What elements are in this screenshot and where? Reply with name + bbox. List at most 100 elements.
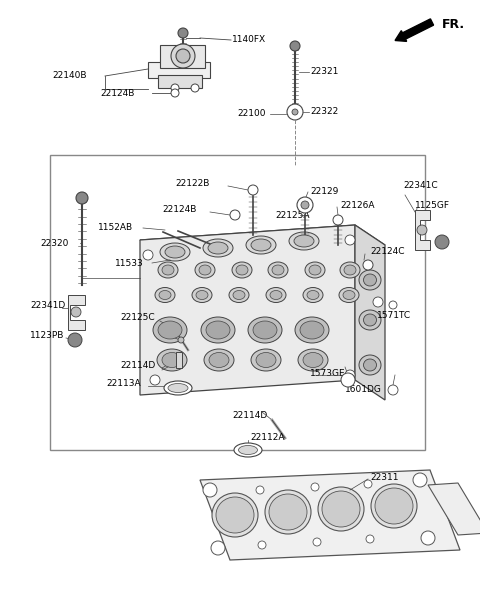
Circle shape [341,373,355,387]
Circle shape [211,541,225,555]
Polygon shape [355,225,385,400]
Ellipse shape [272,265,284,275]
Circle shape [364,480,372,488]
Ellipse shape [229,287,249,303]
Circle shape [150,375,160,385]
Ellipse shape [265,490,311,534]
Ellipse shape [339,287,359,303]
Ellipse shape [158,262,178,278]
Ellipse shape [322,491,360,527]
Ellipse shape [298,349,328,371]
Polygon shape [200,470,460,560]
Circle shape [258,541,266,549]
Text: 1573GE: 1573GE [310,368,346,377]
Polygon shape [140,225,355,395]
Ellipse shape [256,352,276,368]
Ellipse shape [294,235,314,247]
Text: 22124C: 22124C [370,247,405,256]
Circle shape [373,297,383,307]
Ellipse shape [204,349,234,371]
Ellipse shape [236,265,248,275]
Circle shape [178,337,184,343]
Text: 22129: 22129 [310,188,338,197]
Ellipse shape [363,274,376,286]
Ellipse shape [344,265,356,275]
Circle shape [256,486,264,494]
Polygon shape [68,295,85,330]
Ellipse shape [295,317,329,343]
Ellipse shape [196,290,208,300]
Ellipse shape [162,265,174,275]
Ellipse shape [251,349,281,371]
Circle shape [71,307,81,317]
Ellipse shape [359,355,381,375]
Circle shape [143,250,153,260]
Ellipse shape [158,321,182,339]
Ellipse shape [251,239,271,251]
Ellipse shape [206,321,230,339]
Polygon shape [415,210,430,250]
Text: 22125C: 22125C [120,313,155,322]
Text: 22341C: 22341C [403,181,438,190]
Circle shape [435,235,449,249]
Text: 22114D: 22114D [120,361,155,370]
Ellipse shape [164,381,192,395]
Ellipse shape [199,265,211,275]
Ellipse shape [359,270,381,290]
Ellipse shape [363,314,376,326]
Text: 22100: 22100 [237,110,265,119]
Text: FR.: FR. [442,18,465,31]
Ellipse shape [232,262,252,278]
Ellipse shape [153,317,187,343]
Ellipse shape [268,262,288,278]
Bar [176,352,182,368]
Text: 22125A: 22125A [276,210,310,219]
Ellipse shape [239,445,257,455]
Circle shape [171,89,179,97]
Circle shape [345,370,355,380]
Text: 22320: 22320 [40,238,68,247]
Text: 22322: 22322 [310,107,338,116]
Ellipse shape [157,349,187,371]
Circle shape [292,109,298,115]
Ellipse shape [253,321,277,339]
Ellipse shape [233,290,245,300]
Ellipse shape [363,359,376,371]
Ellipse shape [162,352,182,368]
Ellipse shape [359,310,381,330]
Bar [50,155,425,450]
Circle shape [417,225,427,235]
Circle shape [345,235,355,245]
Ellipse shape [209,352,229,368]
Text: 1571TC: 1571TC [377,311,411,319]
Polygon shape [428,483,480,535]
Circle shape [301,201,309,209]
Circle shape [171,84,179,92]
Ellipse shape [208,242,228,254]
Text: 22140B: 22140B [52,72,86,80]
Circle shape [363,260,373,270]
Text: 1152AB: 1152AB [98,224,133,232]
Circle shape [366,535,374,543]
Ellipse shape [192,287,212,303]
Ellipse shape [375,488,413,524]
Ellipse shape [303,287,323,303]
Ellipse shape [216,497,254,533]
Ellipse shape [266,287,286,303]
Polygon shape [158,75,202,88]
Text: 1140FX: 1140FX [232,36,266,45]
Ellipse shape [203,239,233,257]
Circle shape [421,531,435,545]
Circle shape [297,197,313,213]
Circle shape [230,210,240,220]
Circle shape [178,28,188,38]
Circle shape [313,538,321,546]
Text: 22126A: 22126A [340,200,374,210]
Ellipse shape [155,287,175,303]
Text: 11533: 11533 [115,259,144,268]
Text: 22112A: 22112A [250,433,285,442]
Ellipse shape [159,290,171,300]
Ellipse shape [212,493,258,537]
Circle shape [287,104,303,120]
Circle shape [290,41,300,51]
